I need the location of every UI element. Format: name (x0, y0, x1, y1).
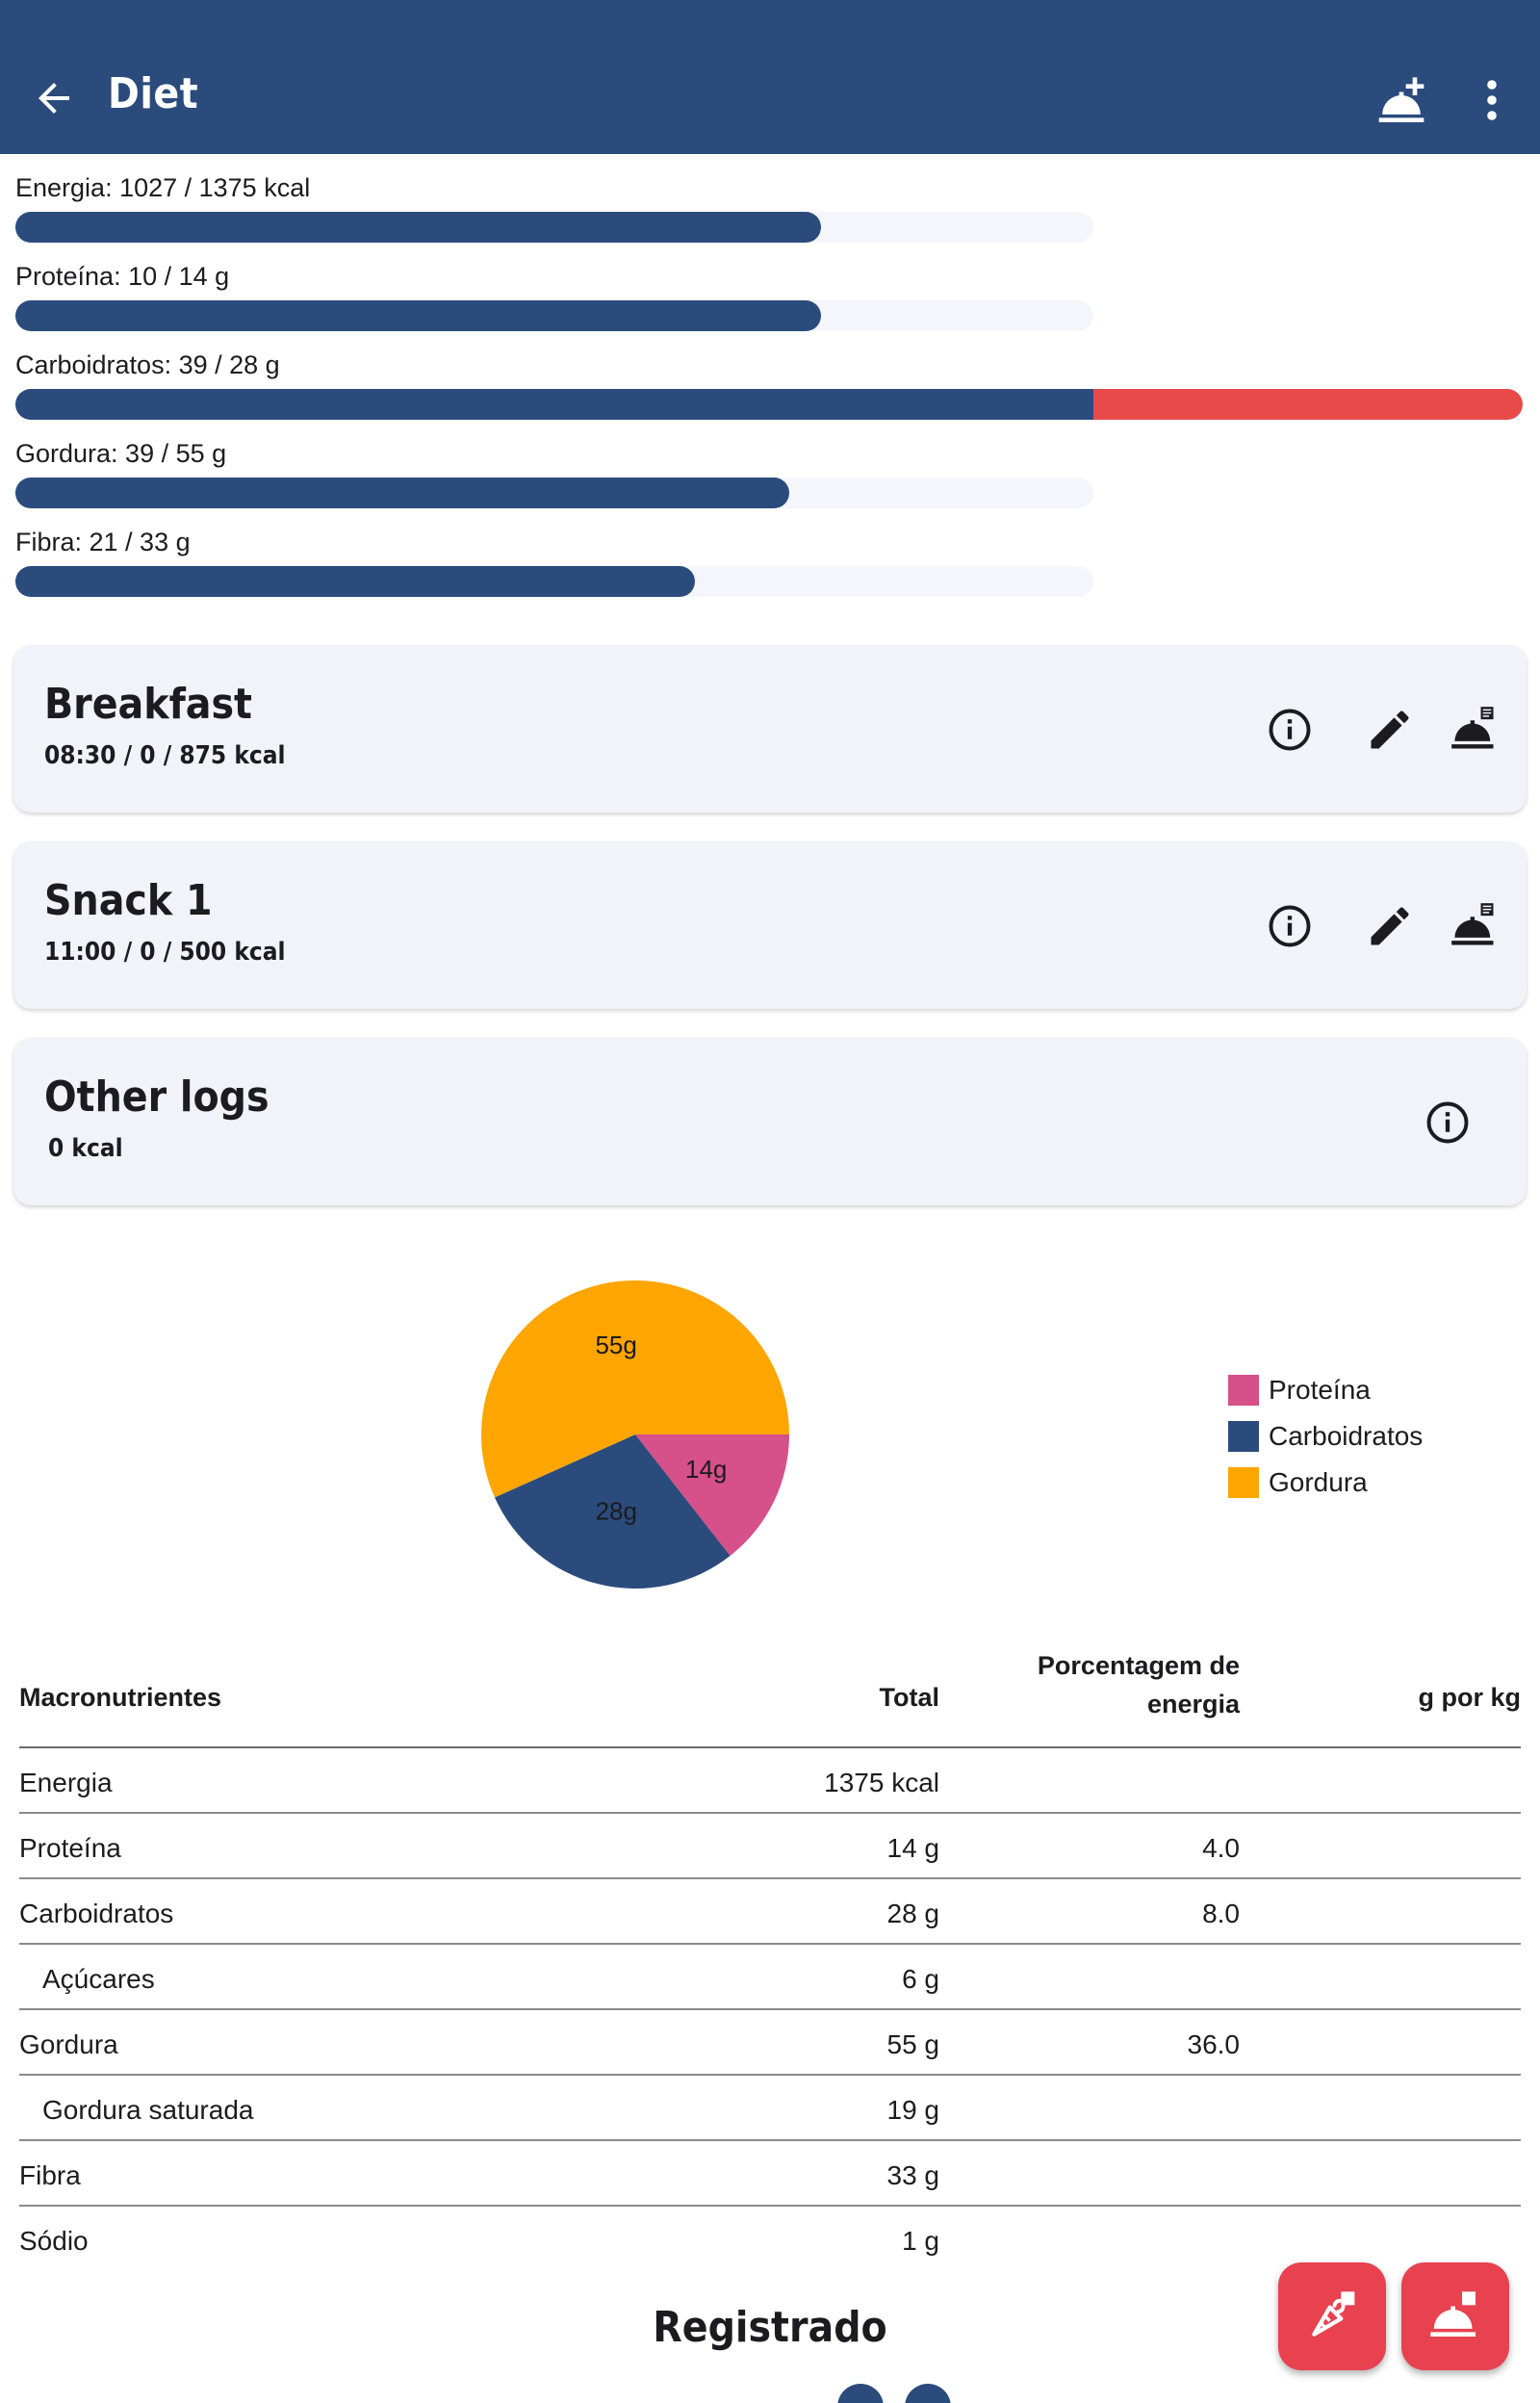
cell-nutrient: Fibra (19, 2160, 81, 2190)
cell-total: 1375 kcal (824, 1768, 939, 1797)
header-total: Total (879, 1683, 940, 1712)
cell-energy-percentage: 36.0 (1187, 2029, 1241, 2059)
room-service-plus-icon[interactable] (1374, 75, 1428, 129)
cell-nutrient: Sódio (19, 2226, 89, 2256)
progress-fill (15, 566, 695, 597)
table-body: Energia 1375 kcal Proteína 14 g 4.0 Carboidra… (19, 1748, 1521, 2272)
nutrient-progress-list: Energia: 1027 / 1375 kcal Proteína: 10 / … (15, 169, 1536, 612)
cell-nutrient: Gordura saturada (42, 2095, 254, 2125)
cell-nutrient: Gordura (19, 2029, 118, 2059)
cell-total: 19 g (886, 2095, 940, 2125)
meal-card-breakfast[interactable]: Breakfast 08:30 / 0 / 875 kcal (13, 645, 1527, 813)
progress-fill (15, 478, 789, 508)
table-row: Sódio 1 g (19, 2207, 1521, 2272)
progress-fill (15, 212, 821, 243)
log-meal-icon[interactable] (1450, 901, 1500, 951)
cell-total: 28 g (886, 1899, 940, 1928)
meal-subtitle: 0 kcal (48, 1134, 123, 1163)
cell-total: 33 g (886, 2160, 940, 2190)
meal-title: Other logs (44, 1072, 270, 1122)
page-indicator-dot (905, 2384, 951, 2403)
macronutrient-table: Macronutrientes Total Porcentagem de ene… (19, 1646, 1521, 2272)
meal-subtitle: 11:00 / 0 / 500 kcal (44, 938, 286, 967)
log-ingredient-button[interactable] (1278, 2262, 1386, 2370)
edit-icon[interactable] (1365, 901, 1415, 951)
logged-section-title: Registrado (653, 2303, 887, 2352)
pie-slice-label: 14g (685, 1455, 727, 1484)
legend-label: Gordura (1269, 1467, 1368, 1497)
legend-label: Proteína (1269, 1375, 1371, 1405)
legend-item-fat: Gordura (1228, 1460, 1423, 1506)
progress-label: Fibra: 21 / 33 g (15, 528, 191, 556)
page-title: Diet (108, 69, 199, 118)
edit-icon[interactable] (1365, 705, 1415, 755)
macro-pie-chart: 14g 28g 55g (481, 1280, 789, 1589)
app-bar: Diet (0, 0, 1540, 154)
progress-label: Carboidratos: 39 / 28 g (15, 350, 280, 379)
cell-nutrient: Proteína (19, 1833, 121, 1863)
more-vert-icon[interactable] (1478, 77, 1505, 123)
progress-label: Gordura: 39 / 55 g (15, 439, 227, 468)
cell-nutrient: Carboidratos (19, 1899, 174, 1928)
cell-total: 14 g (886, 1833, 940, 1863)
table-row: Energia 1375 kcal (19, 1748, 1521, 1814)
meal-card-snack-1[interactable]: Snack 1 11:00 / 0 / 500 kcal (13, 841, 1527, 1009)
legend-item-carbs: Carboidratos (1228, 1413, 1423, 1460)
progress-fill (15, 300, 821, 331)
cell-energy-percentage: 8.0 (1202, 1899, 1240, 1928)
pie-slice-proteína (635, 1434, 789, 1557)
arrow-back-icon[interactable] (31, 75, 77, 121)
log-meal-icon[interactable] (1450, 705, 1500, 755)
progress-label: Energia: 1027 / 1375 kcal (15, 173, 311, 202)
progress-row: Proteína: 10 / 14 g (15, 258, 1536, 347)
table-row: Gordura saturada 19 g (19, 2076, 1521, 2141)
table-row: Açúcares 6 g (19, 1945, 1521, 2010)
pie-slice-label: 55g (595, 1331, 636, 1359)
log-meal-icon (1430, 2291, 1476, 2337)
cell-total: 1 g (902, 2226, 939, 2256)
pie-slice-carboidratos (494, 1434, 731, 1589)
progress-row: Carboidratos: 39 / 28 g (15, 347, 1536, 435)
header-energy-percentage-line1: Porcentagem de (1037, 1651, 1240, 1680)
chart-legend: Proteína Carboidratos Gordura (1228, 1367, 1423, 1506)
legend-swatch (1228, 1421, 1259, 1452)
progress-row: Fibra: 21 / 33 g (15, 524, 1536, 612)
progress-row: Gordura: 39 / 55 g (15, 435, 1536, 524)
log-ingredient-icon (1312, 2291, 1355, 2337)
progress-over-limit (1078, 389, 1523, 420)
info-icon[interactable] (1423, 1098, 1473, 1148)
meal-subtitle: 08:30 / 0 / 875 kcal (44, 741, 286, 770)
table-row: Fibra 33 g (19, 2141, 1521, 2207)
header-g-per-kg: g por kg (1418, 1683, 1522, 1712)
cell-total: 55 g (886, 2029, 940, 2059)
table-row: Proteína 14 g 4.0 (19, 1814, 1521, 1879)
meal-title: Breakfast (44, 680, 252, 729)
pie-slice-label: 28g (596, 1497, 637, 1526)
table-header: Macronutrientes Total Porcentagem de ene… (19, 1646, 1521, 1748)
meal-title: Snack 1 (44, 876, 213, 925)
info-icon[interactable] (1265, 901, 1315, 951)
legend-label: Carboidratos (1269, 1421, 1424, 1451)
progress-row: Energia: 1027 / 1375 kcal (15, 169, 1536, 258)
legend-swatch (1228, 1467, 1259, 1498)
info-icon[interactable] (1265, 705, 1315, 755)
page-indicator-dot (837, 2384, 884, 2403)
meal-card-other-logs[interactable]: Other logs 0 kcal (13, 1038, 1527, 1205)
header-energy-percentage-line2: energia (1146, 1690, 1240, 1718)
log-meal-button[interactable] (1401, 2262, 1509, 2370)
pie-slice-gordura (481, 1280, 789, 1498)
legend-item-protein: Proteína (1228, 1367, 1423, 1413)
table-row: Gordura 55 g 36.0 (19, 2010, 1521, 2076)
table-row: Carboidratos 28 g 8.0 (19, 1879, 1521, 1945)
cell-nutrient: Energia (19, 1768, 113, 1797)
cell-nutrient: Açúcares (42, 1964, 155, 1994)
header-macronutrients: Macronutrientes (19, 1683, 222, 1712)
legend-swatch (1228, 1375, 1259, 1406)
cell-energy-percentage: 4.0 (1202, 1833, 1240, 1863)
cell-total: 6 g (902, 1964, 939, 1994)
progress-label: Proteína: 10 / 14 g (15, 262, 230, 291)
header-energy-percentage: Porcentagem de energia (1038, 1646, 1240, 1723)
progress-fill (15, 389, 1093, 420)
